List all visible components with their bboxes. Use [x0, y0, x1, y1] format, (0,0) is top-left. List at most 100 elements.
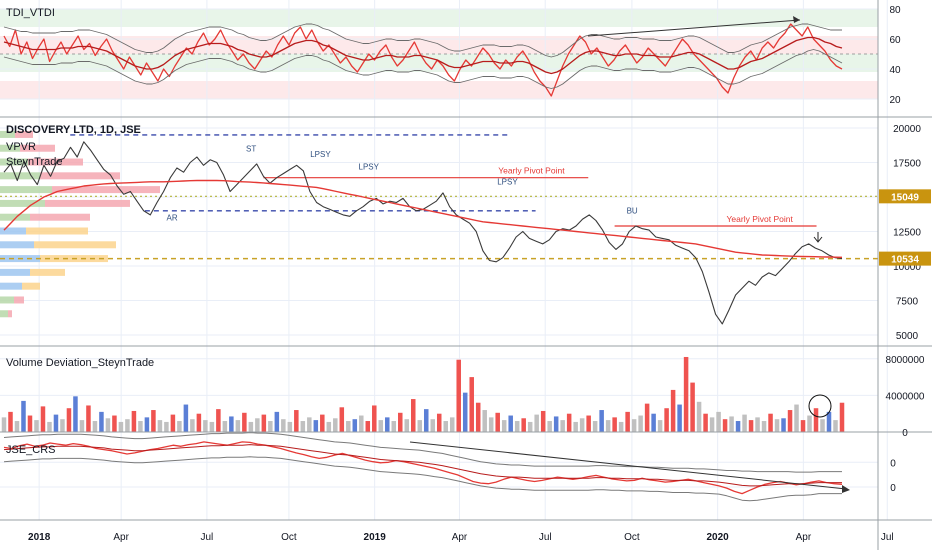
volume-bar	[800, 420, 806, 432]
volume-profile-down-bar	[22, 282, 40, 290]
volume-bar	[378, 420, 384, 432]
price-tick-label: 7500	[896, 296, 919, 307]
volume-profile-down-bar	[26, 227, 88, 235]
volume-profile-up-bar	[0, 172, 40, 180]
volume-tick-label: 4000000	[886, 391, 925, 402]
volume-profile-down-bar	[40, 172, 120, 180]
volume-bar	[1, 417, 7, 432]
volume-bar	[92, 421, 98, 432]
tdi-pane-title[interactable]: TDI_VTDI	[6, 7, 55, 19]
crs-series-band-upper	[3, 432, 842, 473]
volume-bar	[625, 411, 630, 432]
price-tick-label: 12500	[893, 228, 921, 239]
volume-bar	[826, 411, 832, 432]
time-axis-label: Jul	[881, 532, 894, 543]
volume-bar	[761, 421, 767, 432]
volume-bar	[21, 400, 26, 432]
volume-profile-down-bar	[28, 158, 83, 166]
volume-bar	[157, 420, 163, 432]
time-axis-label: Apr	[452, 532, 468, 543]
crs-tick-label: 0	[890, 483, 896, 494]
volume-profile-up-bar	[0, 310, 8, 318]
volume-bar	[599, 410, 604, 432]
price-series-moving-average	[3, 179, 843, 258]
volume-bar	[833, 420, 838, 432]
volume-bar	[501, 420, 507, 432]
volume-bar	[287, 421, 293, 432]
wyckoff-label: LPSY	[310, 150, 331, 159]
volume-bar	[261, 414, 267, 432]
last-price-tag: 10534	[891, 255, 919, 266]
volume-bar	[573, 421, 578, 432]
volume-bar	[222, 421, 228, 432]
volume-bar	[755, 417, 760, 432]
volume-bar	[27, 415, 33, 432]
volume-bar	[449, 417, 455, 432]
crs-pane-title[interactable]: JSE_CRS	[6, 444, 56, 456]
volume-bar	[469, 377, 474, 432]
volume-profile-down-bar	[52, 186, 160, 194]
price-pane-title[interactable]: DISCOVERY LTD, 1D, JSE	[6, 124, 141, 136]
volume-bar	[547, 421, 552, 432]
volume-bar	[242, 412, 247, 432]
volume-bar	[456, 359, 461, 432]
wyckoff-label: AR	[167, 213, 178, 222]
time-axis-label: Jul	[201, 532, 214, 543]
volume-bar	[423, 409, 429, 432]
volume-pane-title[interactable]: Volume Deviation_SteynTrade	[6, 357, 155, 369]
volume-bar	[430, 419, 436, 432]
volume-bar	[372, 405, 377, 432]
volume-bar	[151, 410, 156, 432]
volume-bar	[294, 410, 299, 432]
volume-bar	[774, 419, 780, 432]
volume-bar	[359, 415, 364, 432]
volume-bar	[183, 404, 189, 432]
volume-bar	[99, 411, 104, 432]
volume-bar	[716, 411, 721, 432]
volume-bar	[729, 416, 734, 432]
volume-bar	[79, 420, 85, 432]
volume-profile-up-bar	[0, 227, 26, 235]
volume-bar	[274, 411, 280, 432]
volume-tick-label: 0	[902, 428, 908, 439]
volume-bar	[190, 419, 195, 432]
volume-bar	[436, 413, 442, 432]
volume-bar	[807, 415, 812, 432]
wyckoff-label: LPSY	[359, 162, 380, 171]
volume-bar	[346, 421, 351, 432]
volume-bar	[495, 412, 500, 432]
time-axis-label: Oct	[624, 532, 640, 543]
volume-bar	[690, 382, 695, 432]
steyntrade-indicator-label[interactable]: SteynTrade	[6, 156, 63, 168]
volume-profile-up-bar	[0, 130, 15, 138]
volume-bar	[748, 420, 754, 432]
volume-bar	[696, 401, 702, 432]
volume-bar	[131, 410, 137, 432]
volume-bar	[268, 421, 273, 432]
vpvr-indicator-label[interactable]: VPVR	[6, 141, 36, 153]
volume-bar	[235, 420, 241, 432]
volume-profile-down-bar	[34, 241, 116, 249]
volume-bar	[229, 416, 234, 432]
time-axis-label: 2019	[364, 532, 387, 543]
volume-bar	[566, 413, 572, 432]
last-price-tag-bg	[879, 251, 931, 266]
volume-profile-up-bar	[0, 199, 45, 207]
crs-tick-label: 0	[890, 458, 896, 469]
volume-bar	[216, 409, 221, 432]
tdi-trendline-arrowhead	[793, 16, 800, 23]
volume-bar	[138, 421, 143, 432]
volume-bar	[417, 420, 423, 432]
volume-bar	[527, 421, 533, 432]
volume-profile-down-bar	[15, 130, 33, 138]
volume-bar	[118, 421, 124, 432]
volume-bar	[534, 414, 539, 432]
tdi-tick-label: 20	[889, 95, 901, 106]
volume-profile-down-bar	[45, 199, 130, 207]
time-axis-label: Apr	[796, 532, 812, 543]
volume-bar	[664, 408, 669, 432]
crs-series-band-lower	[3, 456, 842, 502]
volume-bar	[670, 389, 676, 432]
volume-bar	[339, 407, 345, 432]
